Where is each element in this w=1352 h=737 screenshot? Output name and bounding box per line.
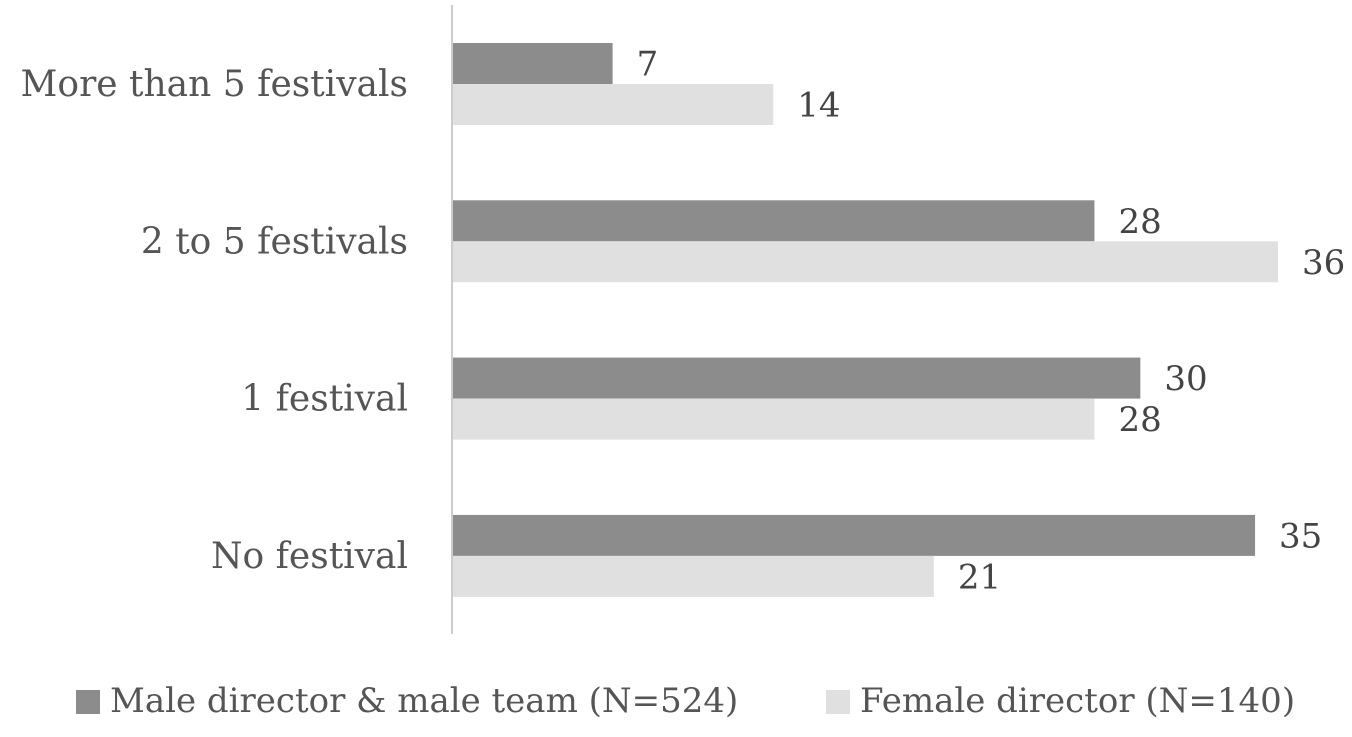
bar-no-festival-series-1 [452, 514, 1256, 556]
data-label-no-festival-series-1: 35 [1279, 516, 1322, 556]
bar-no-festival-series-2 [452, 555, 934, 597]
bar-1-festival-series-1 [452, 357, 1141, 399]
bar-2-to-5-festivals-series-1 [452, 200, 1095, 242]
legend: Male director & male team (N=524) Female … [76, 681, 1295, 721]
legend-label-series-1: Male director & male team (N=524) [110, 681, 738, 721]
category-label-1-festival: 1 festival [241, 379, 408, 420]
plot-area: More than 5 festivals 7 14 2 to 5 festivals… [21, 43, 1345, 597]
data-label-2-to-5-festivals-series-2: 36 [1302, 243, 1345, 283]
legend-label-series-2: Female director (N=140) [860, 681, 1295, 721]
bar-more-than-5-festivals-series-2 [452, 84, 774, 125]
data-label-1-festival-series-2: 28 [1118, 400, 1161, 440]
legend-swatch-series-2 [826, 690, 850, 714]
category-label-more-than-5-festivals: More than 5 festivals [21, 64, 408, 105]
legend-swatch-series-1 [76, 690, 100, 714]
data-label-1-festival-series-1: 30 [1164, 359, 1207, 399]
category-label-2-to-5-festivals: 2 to 5 festivals [141, 221, 408, 262]
data-label-more-than-5-festivals-series-1: 7 [637, 45, 659, 85]
bar-1-festival-series-2 [452, 398, 1095, 440]
data-label-2-to-5-festivals-series-1: 28 [1118, 202, 1161, 242]
data-label-more-than-5-festivals-series-2: 14 [797, 86, 840, 126]
bar-more-than-5-festivals-series-1 [452, 43, 613, 84]
category-label-no-festival: No festival [211, 536, 408, 577]
data-label-no-festival-series-2: 21 [958, 557, 1001, 597]
bar-2-to-5-festivals-series-2 [452, 241, 1278, 283]
